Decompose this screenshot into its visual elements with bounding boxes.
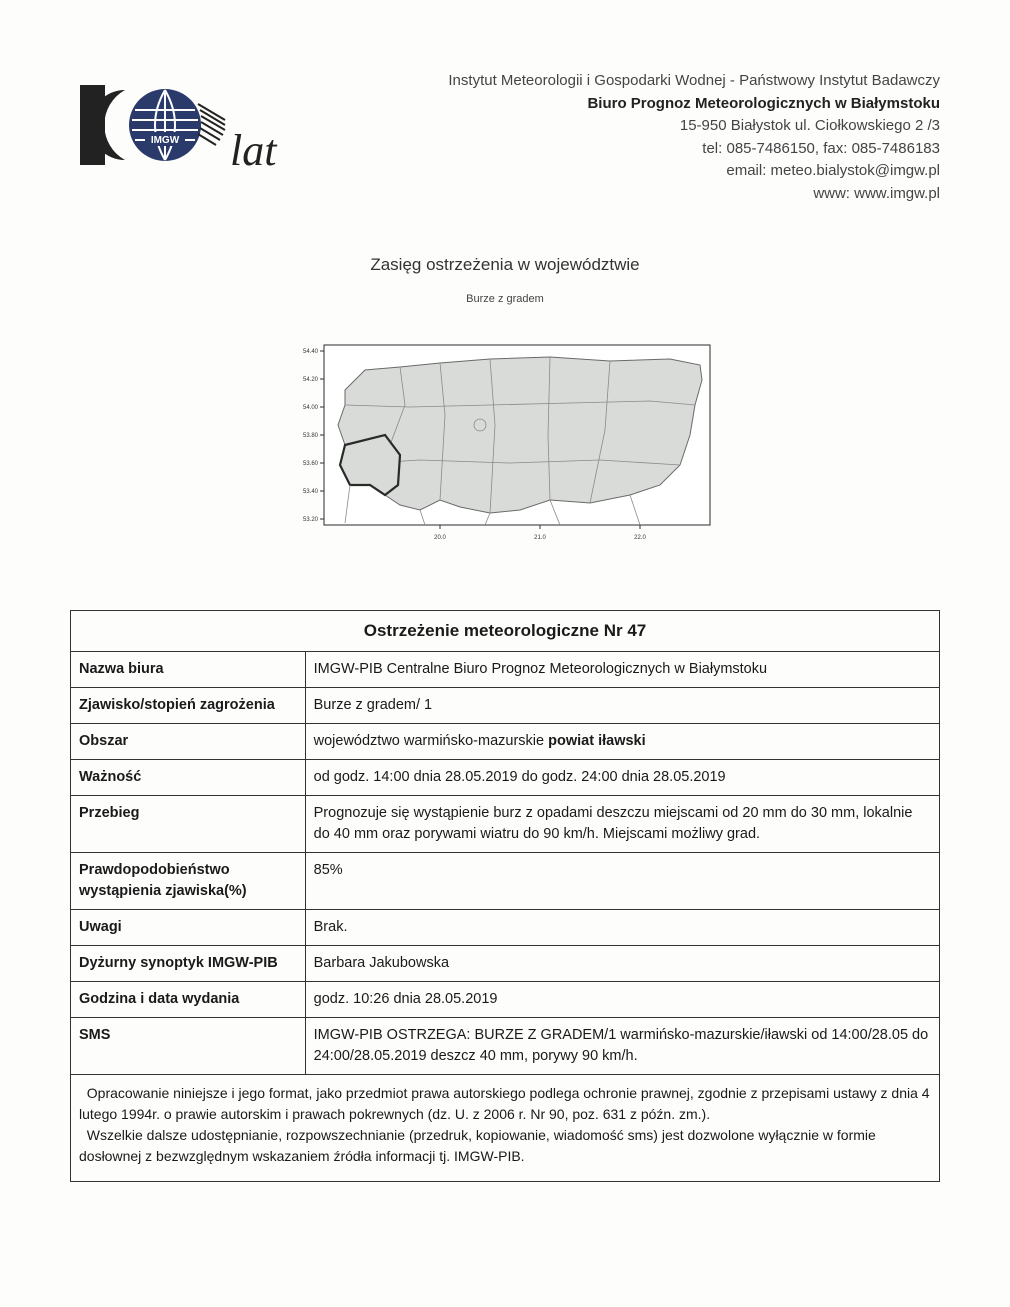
org-info: Instytut Meteorologii i Gospodarki Wodne… xyxy=(448,70,940,205)
table-row: Uwagi Brak. xyxy=(71,910,940,946)
row-label: Prawdopodobieństwo wystąpienia zjawiska(… xyxy=(71,853,306,910)
powiat-bold: powiat iławski xyxy=(548,733,646,749)
row-value: 85% xyxy=(305,853,939,910)
row-label: Zjawisko/stopień zagrożenia xyxy=(71,688,306,724)
row-value: województwo warmińsko-mazurskie powiat i… xyxy=(305,724,939,760)
table-row: Zjawisko/stopień zagrożenia Burze z grad… xyxy=(71,688,940,724)
svg-text:IMGW: IMGW xyxy=(151,135,180,146)
warning-table: Ostrzeżenie meteorologiczne Nr 47 Nazwa … xyxy=(70,610,940,1182)
row-label: Obszar xyxy=(71,724,306,760)
table-row: Prawdopodobieństwo wystąpienia zjawiska(… xyxy=(71,853,940,910)
row-value: od godz. 14:00 dnia 28.05.2019 do godz. … xyxy=(305,760,939,796)
row-label: Ważność xyxy=(71,760,306,796)
row-value: godz. 10:26 dnia 28.05.2019 xyxy=(305,982,939,1018)
org-phones: tel: 085-7486150, fax: 085-7486183 xyxy=(448,138,940,161)
svg-text:54.20: 54.20 xyxy=(303,377,319,383)
row-value: Burze z gradem/ 1 xyxy=(305,688,939,724)
table-row: Przebieg Prognozuje się wystąpienie burz… xyxy=(71,796,940,853)
table-row: Dyżurny synoptyk IMGW-PIB Barbara Jakubo… xyxy=(71,946,940,982)
logo-script-text: lat xyxy=(230,126,278,175)
svg-text:53.60: 53.60 xyxy=(303,461,319,467)
section-title: Zasięg ostrzeżenia w województwie xyxy=(70,255,940,275)
map-x-ticks: 20.0 21.0 22.0 xyxy=(434,535,646,541)
row-label: Dyżurny synoptyk IMGW-PIB xyxy=(71,946,306,982)
section-subtitle: Burze z gradem xyxy=(70,293,940,305)
table-footer: Opracowanie niniejsze i jego format, jak… xyxy=(71,1075,940,1182)
document-page: IMGW lat Instytut Meteorologii i Gospoda… xyxy=(0,0,1010,1307)
row-label: Godzina i data wydania xyxy=(71,982,306,1018)
footer-p1: Opracowanie niniejsze i jego format, jak… xyxy=(79,1085,930,1122)
table-row: SMS IMGW-PIB OSTRZEGA: BURZE Z GRADEM/1 … xyxy=(71,1018,940,1075)
svg-text:21.0: 21.0 xyxy=(534,535,546,541)
svg-text:53.20: 53.20 xyxy=(303,517,319,523)
map-y-ticks: 54.40 54.20 54.00 53.80 53.60 53.40 53.2… xyxy=(303,349,319,523)
row-value: Prognozuje się wystąpienie burz z opadam… xyxy=(305,796,939,853)
warning-table-title: Ostrzeżenie meteorologiczne Nr 47 xyxy=(71,611,940,652)
org-line-1: Instytut Meteorologii i Gospodarki Wodne… xyxy=(448,70,940,93)
table-row: Obszar województwo warmińsko-mazurskie p… xyxy=(71,724,940,760)
row-value: Barbara Jakubowska xyxy=(305,946,939,982)
svg-text:53.80: 53.80 xyxy=(303,433,319,439)
org-email: email: meteo.bialystok@imgw.pl xyxy=(448,160,940,183)
row-label: Uwagi xyxy=(71,910,306,946)
org-line-2: Biuro Prognoz Meteorologicznych w Białym… xyxy=(448,93,940,116)
org-address: 15-950 Białystok ul. Ciołkowskiego 2 /3 xyxy=(448,115,940,138)
footer-p2: Wszelkie dalsze udostępnianie, rozpowsze… xyxy=(79,1127,876,1164)
svg-text:20.0: 20.0 xyxy=(434,535,446,541)
imgw-100lat-logo: IMGW lat xyxy=(70,70,290,180)
table-row: Ważność od godz. 14:00 dnia 28.05.2019 d… xyxy=(71,760,940,796)
header: IMGW lat Instytut Meteorologii i Gospoda… xyxy=(70,70,940,205)
row-value: Brak. xyxy=(305,910,939,946)
org-www: www: www.imgw.pl xyxy=(448,183,940,206)
svg-text:53.40: 53.40 xyxy=(303,489,319,495)
row-value: IMGW-PIB OSTRZEGA: BURZE Z GRADEM/1 warm… xyxy=(305,1018,939,1075)
table-row: Nazwa biura IMGW-PIB Centralne Biuro Pro… xyxy=(71,652,940,688)
svg-text:54.40: 54.40 xyxy=(303,349,319,355)
row-label: Nazwa biura xyxy=(71,652,306,688)
table-row: Godzina i data wydania godz. 10:26 dnia … xyxy=(71,982,940,1018)
row-value: IMGW-PIB Centralne Biuro Prognoz Meteoro… xyxy=(305,652,939,688)
svg-text:22.0: 22.0 xyxy=(634,535,646,541)
row-label: SMS xyxy=(71,1018,306,1075)
row-label: Przebieg xyxy=(71,796,306,853)
svg-text:54.00: 54.00 xyxy=(303,405,319,411)
warning-map: 54.40 54.20 54.00 53.80 53.60 53.40 53.2… xyxy=(290,335,720,555)
